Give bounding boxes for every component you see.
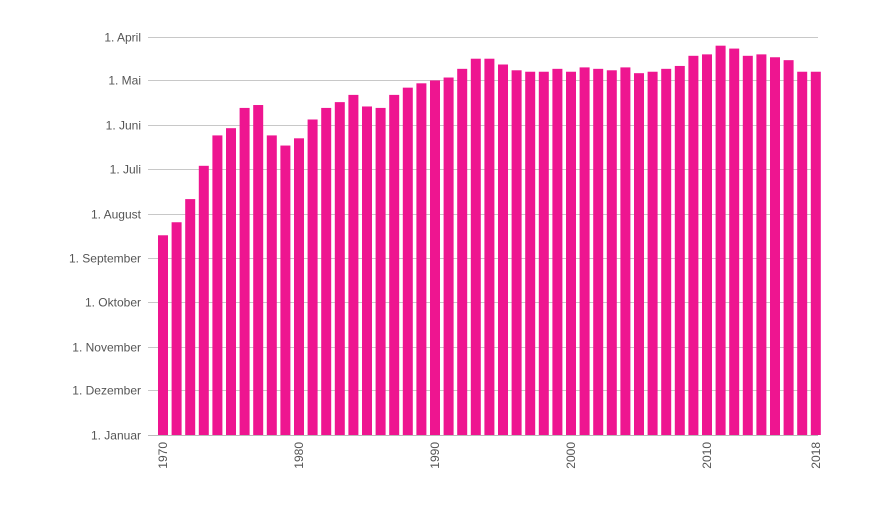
bar-1981 — [307, 119, 318, 436]
bar-1982 — [321, 107, 332, 436]
x-axis-labels: 1970 1980 1990 2000 2010 2018 — [156, 442, 823, 469]
bar-2016 — [783, 60, 794, 435]
bar-1985 — [362, 106, 372, 435]
bar-2012 — [729, 48, 740, 435]
bar-1998 — [538, 71, 549, 435]
bar-1994 — [484, 58, 495, 436]
x-tick-label: 1970 — [156, 442, 170, 469]
y-tick-label: 1. April — [104, 31, 141, 45]
bar-2000 — [566, 71, 576, 435]
bar-1971 — [171, 222, 182, 435]
y-tick-label: 1. Juli — [110, 163, 141, 177]
bar-1978 — [266, 135, 277, 435]
bar-2015 — [770, 57, 780, 435]
bar-1975 — [226, 128, 236, 435]
bar-1992 — [457, 68, 468, 435]
bar-2003 — [606, 70, 617, 435]
bars — [158, 45, 821, 436]
x-tick-label: 2010 — [700, 442, 714, 469]
bar-2010 — [702, 54, 712, 436]
y-tick-label: 1. September — [69, 252, 141, 266]
y-axis-labels: 1. April 1. Mai 1. Juni 1. Juli 1. August 1. … — [69, 31, 142, 443]
y-tick-label: 1. August — [91, 208, 142, 222]
bar-1999 — [552, 68, 563, 435]
y-tick-label: 1. Mai — [108, 74, 141, 88]
bar-1991 — [443, 77, 454, 436]
x-tick-label: 1990 — [428, 442, 442, 469]
bar-2017 — [797, 71, 808, 435]
bar-2007 — [661, 68, 672, 435]
bar-2001 — [579, 67, 590, 435]
y-tick-label: 1. November — [72, 341, 141, 355]
x-tick-label: 2000 — [564, 442, 578, 469]
bar-1996 — [511, 70, 522, 435]
bar-1970 — [158, 235, 168, 435]
bar-2011 — [715, 45, 726, 436]
y-tick-label: 1. Januar — [91, 429, 141, 443]
bar-2013 — [742, 55, 753, 436]
bar-1988 — [402, 87, 413, 436]
bar-1990 — [430, 80, 440, 436]
y-tick-label: 1. Oktober — [85, 296, 141, 310]
bar-1973 — [198, 165, 209, 435]
x-tick-label: 2018 — [809, 442, 823, 469]
bar-2009 — [688, 55, 699, 436]
y-tick-label: 1. Dezember — [72, 384, 141, 398]
bar-1993 — [470, 58, 481, 436]
bar-1974 — [212, 135, 223, 435]
bar-2002 — [593, 68, 604, 435]
bar-1976 — [239, 107, 250, 436]
x-tick-label: 1980 — [292, 442, 306, 469]
bar-1995 — [498, 64, 508, 435]
bar-1980 — [294, 138, 304, 435]
bar-2006 — [647, 71, 658, 435]
bar-2004 — [620, 67, 631, 435]
bar-2005 — [634, 73, 644, 436]
bar-2014 — [756, 54, 767, 436]
bar-1987 — [389, 94, 400, 435]
bar-2018 — [810, 71, 821, 435]
bar-1989 — [416, 83, 427, 435]
y-tick-label: 1. Juni — [106, 119, 141, 133]
bar-2008 — [674, 65, 685, 435]
bar-1983 — [334, 102, 345, 435]
bar-1977 — [253, 105, 264, 436]
bar-1986 — [375, 107, 386, 436]
bar-1984 — [348, 94, 359, 435]
bar-1979 — [280, 145, 291, 436]
bar-1972 — [185, 199, 196, 435]
bar-1997 — [525, 71, 536, 435]
